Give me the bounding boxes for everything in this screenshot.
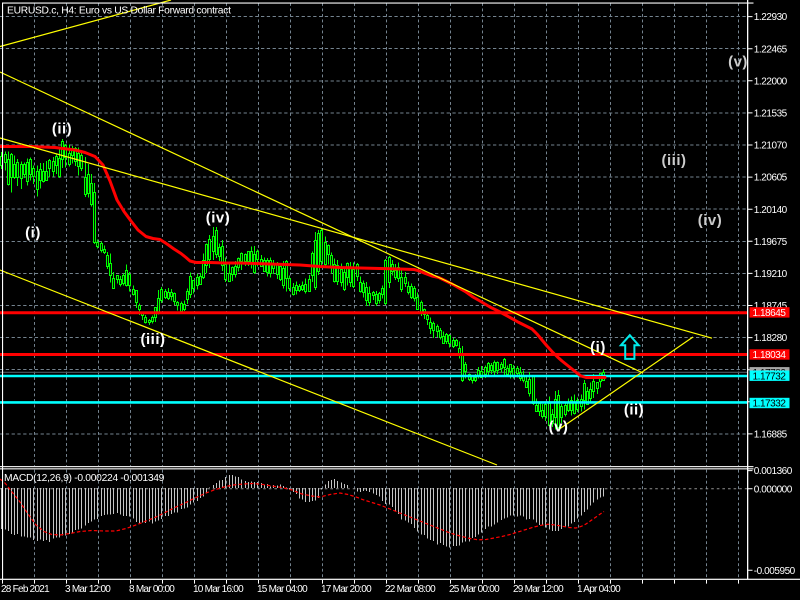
svg-text:EURUSD.c, H4: Euro vs US Doll: EURUSD.c, H4: Euro vs US Dollar Forward … <box>7 6 231 17</box>
svg-text:(iii): (iii) <box>662 152 687 169</box>
svg-text:1.21070: 1.21070 <box>754 141 788 152</box>
svg-text:1.18645: 1.18645 <box>753 308 787 319</box>
svg-text:25 Mar 00:00: 25 Mar 00:00 <box>449 584 500 595</box>
svg-text:(iv): (iv) <box>206 210 231 227</box>
svg-text:-0.005950: -0.005950 <box>754 566 796 577</box>
svg-text:(v): (v) <box>549 418 569 435</box>
svg-text:1.19210: 1.19210 <box>754 269 788 280</box>
svg-text:28 Feb 2021: 28 Feb 2021 <box>1 584 50 595</box>
svg-text:1.17732: 1.17732 <box>753 371 787 382</box>
svg-text:1.22465: 1.22465 <box>754 44 788 55</box>
svg-text:1.22930: 1.22930 <box>754 12 788 23</box>
svg-text:1 Apr 04:00: 1 Apr 04:00 <box>577 584 621 595</box>
svg-text:0.000000: 0.000000 <box>754 484 793 495</box>
svg-text:1.17332: 1.17332 <box>753 399 787 410</box>
svg-text:1.22000: 1.22000 <box>754 76 788 87</box>
svg-text:1.20140: 1.20140 <box>754 205 788 216</box>
svg-text:(i): (i) <box>590 339 606 356</box>
svg-text:15 Mar 04:00: 15 Mar 04:00 <box>257 584 308 595</box>
svg-text:1.18034: 1.18034 <box>753 350 787 361</box>
svg-text:1.19675: 1.19675 <box>754 237 788 248</box>
svg-text:(v): (v) <box>728 53 748 70</box>
svg-text:1.18745: 1.18745 <box>754 301 788 312</box>
svg-text:(iii): (iii) <box>141 331 166 348</box>
svg-text:22 Mar 08:00: 22 Mar 08:00 <box>385 584 436 595</box>
svg-text:10 Mar 16:00: 10 Mar 16:00 <box>193 584 244 595</box>
svg-text:(i): (i) <box>25 224 41 241</box>
svg-text:(ii): (ii) <box>52 120 72 137</box>
svg-text:29 Mar 12:00: 29 Mar 12:00 <box>513 584 564 595</box>
svg-text:1.16885: 1.16885 <box>754 430 788 441</box>
svg-text:0.001360: 0.001360 <box>754 466 793 477</box>
svg-text:1.20605: 1.20605 <box>754 173 788 184</box>
svg-text:1.18280: 1.18280 <box>754 333 788 344</box>
svg-text:17 Mar 20:00: 17 Mar 20:00 <box>321 584 372 595</box>
svg-text:MACD(12,26,9) -0.000224 -0.001: MACD(12,26,9) -0.000224 -0.001349 <box>4 473 165 484</box>
svg-text:(iv): (iv) <box>698 212 723 229</box>
svg-text:(ii): (ii) <box>624 401 644 418</box>
svg-text:1.21535: 1.21535 <box>754 109 788 120</box>
svg-text:8 Mar 00:00: 8 Mar 00:00 <box>129 584 175 595</box>
svg-text:3 Mar 12:00: 3 Mar 12:00 <box>65 584 111 595</box>
